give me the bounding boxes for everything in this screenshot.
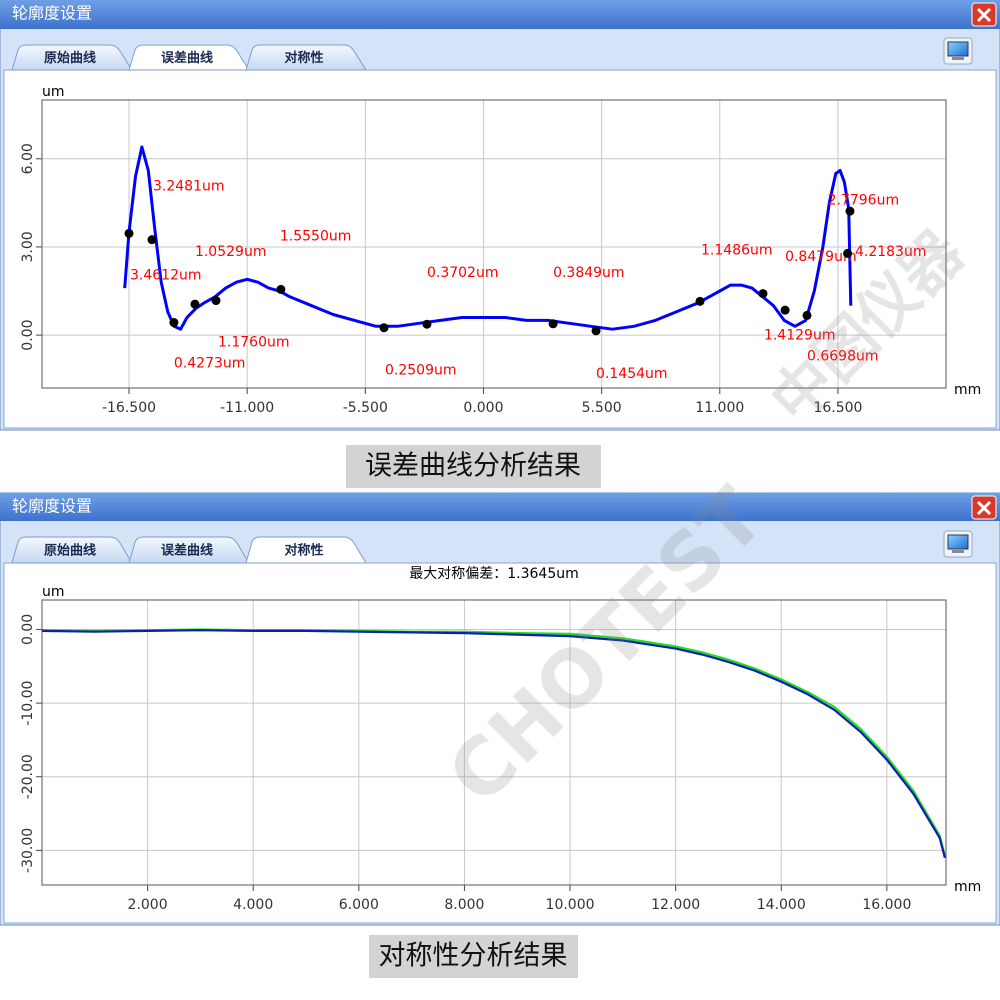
x-tick-label: -5.500 [343,400,388,416]
x-axis-label: mm [954,879,981,895]
value-label: 0.3849um [553,265,625,281]
value-label: 1.1486um [701,242,773,258]
tab[interactable]: 误差曲线 [128,536,250,564]
x-axis-label: mm [954,382,981,398]
value-label: 0.8479um [785,249,857,265]
marker [422,319,432,329]
tab-label: 对称性 [284,543,323,559]
plot-area [42,600,946,885]
value-label: 3.4612um [130,267,202,283]
marker [695,296,705,306]
x-tick-label: -16.500 [102,400,156,416]
x-tick-label: 4.000 [233,897,273,913]
display-icon[interactable] [943,530,973,558]
value-label: 1.4129um [764,328,836,344]
plot-frame [41,99,947,389]
value-label: 0.2509um [385,363,457,379]
tab-shape [245,536,367,564]
x-tick-label: 8.000 [444,897,484,913]
x-tick-label: 16.500 [813,400,862,416]
value-label: 0.4273um [174,356,246,372]
x-tick-label: 11.000 [695,400,744,416]
y-tick-label: -20.00 [20,754,36,799]
tab-label: 误差曲线 [161,543,213,559]
x-tick-label: 0.000 [463,400,503,416]
tab[interactable]: 原始曲线 [11,44,133,71]
value-label: 3.2481um [153,179,225,195]
marker [591,326,601,336]
marker [843,248,853,258]
y-tick-label: 0.00 [20,320,36,351]
tab-label: 原始曲线 [44,543,96,559]
tab[interactable]: 对称性 [245,44,367,71]
marker [124,228,134,238]
marker [190,299,200,309]
value-label: 0.6698um [807,348,879,364]
tab-label: 对称性 [284,50,323,66]
marker [548,319,558,329]
x-tick-label: 16.000 [862,897,911,913]
marker [169,318,179,328]
window-title: 轮廓度设置 [12,4,92,23]
data-line [123,145,853,331]
marker [276,284,286,294]
title-bar [0,493,1000,521]
x-tick-label: 12.000 [651,897,700,913]
marker [379,323,389,333]
value-label: 1.5550um [280,228,352,244]
x-tick-label: 10.000 [546,897,595,913]
marker [211,296,221,306]
value-label: 4.2183um [855,244,927,260]
value-label: 1.1760um [218,335,290,351]
marker [802,310,812,320]
caption: 误差曲线分析结果 [365,451,581,482]
tab-shape [11,44,133,71]
value-label: 2.7796um [828,192,900,208]
value-label: 0.3702um [427,265,499,281]
marker [780,305,790,315]
tab[interactable]: 对称性 [245,536,367,564]
y-tick-label: -30.00 [20,828,36,873]
marker [147,235,157,245]
tab[interactable]: 原始曲线 [11,536,133,564]
y-tick-label: 0.00 [20,614,36,645]
marker [845,206,855,216]
y-axis-label: um [42,84,65,100]
tab-shape [128,44,250,71]
tab-shape [11,536,133,564]
tab-label: 误差曲线 [161,50,213,66]
x-tick-label: 2.000 [128,897,168,913]
display-icon[interactable] [943,37,973,65]
y-axis-label: um [42,584,65,600]
x-tick-label: 5.500 [582,400,622,416]
tab-shape [128,536,250,564]
y-tick-label: -10.00 [20,681,36,726]
value-label: 0.1454um [596,366,668,382]
y-tick-label: 6.00 [20,143,36,174]
x-tick-label: -11.000 [220,400,274,416]
caption-box [346,445,601,488]
data-line [41,629,946,859]
close-button[interactable] [971,2,997,27]
y-tick-label: 3.00 [20,231,36,262]
value-label: 1.0529um [195,244,267,260]
x-tick-label: 14.000 [757,897,806,913]
chart-title: 最大对称偏差：1.3645um [409,566,579,582]
marker [758,289,768,299]
caption-box [369,935,578,978]
plot-area [42,100,946,388]
close-button[interactable] [971,495,997,520]
caption: 对称性分析结果 [379,941,568,972]
tab-label: 原始曲线 [44,50,96,66]
tab[interactable]: 误差曲线 [128,44,250,71]
tab-shape [245,44,367,71]
x-tick-label: 6.000 [339,897,379,913]
plot-frame [41,599,947,886]
title-bar [0,0,1000,29]
window-title: 轮廓度设置 [12,497,92,516]
